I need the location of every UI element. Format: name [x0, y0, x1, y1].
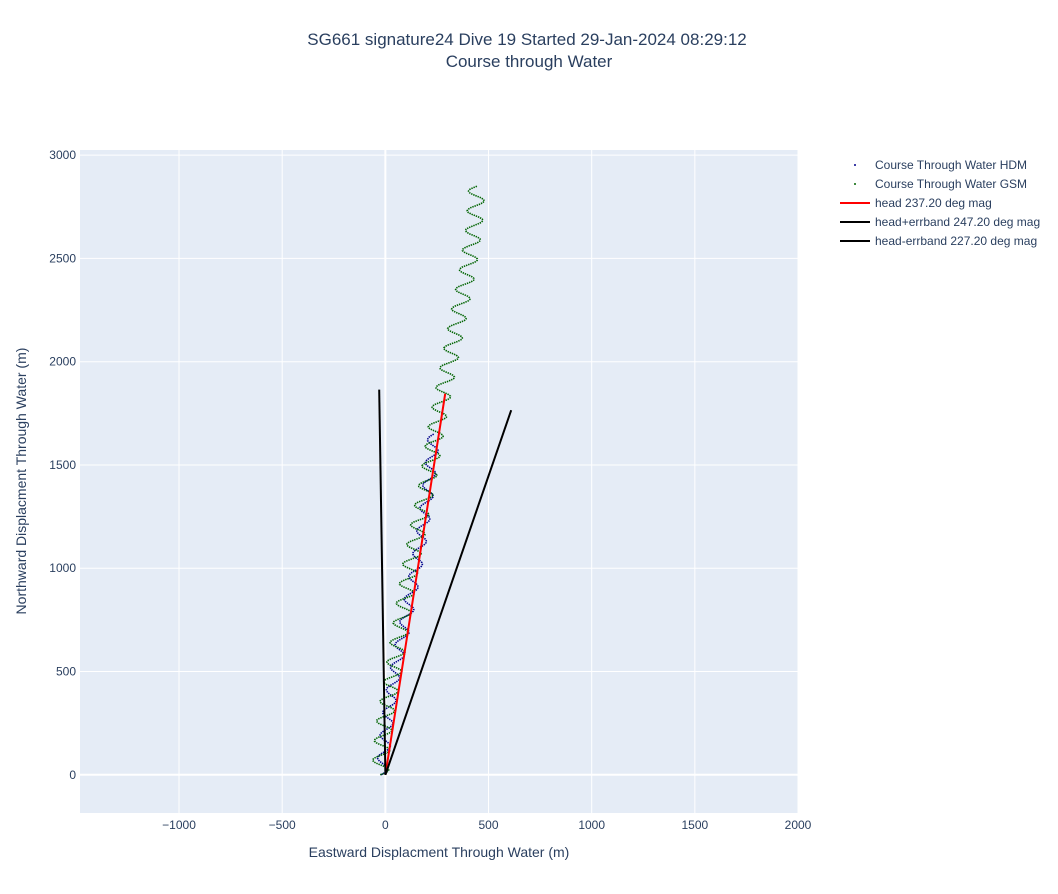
series-line: [378, 389, 387, 775]
legend-label: Course Through Water GSM: [875, 177, 1027, 191]
legend-item[interactable]: head 237.20 deg mag: [840, 196, 992, 210]
x-tick-label: 2000: [785, 818, 812, 832]
grid-layer: [80, 150, 799, 813]
legend-label: head-errband 227.20 deg mag: [875, 234, 1037, 248]
series-3: [384, 409, 513, 776]
series-layer: [371, 185, 513, 776]
x-tick-label: 1500: [681, 818, 708, 832]
x-tick-label: 500: [479, 818, 499, 832]
series-trace: [371, 185, 486, 776]
series-trace: [376, 433, 439, 776]
x-tick-label: −1000: [162, 818, 196, 832]
legend-item[interactable]: head-errband 227.20 deg mag: [840, 234, 1037, 248]
y-tick-label: 3000: [49, 148, 76, 162]
x-axis-title: Eastward Displacment Through Water (m): [309, 844, 570, 860]
legend-label: Course Through Water HDM: [875, 158, 1027, 172]
chart-title-line1: SG661 signature24 Dive 19 Started 29-Jan…: [307, 30, 746, 49]
y-axis-title: Northward Displacment Through Water (m): [13, 348, 29, 615]
x-tick-label: −500: [269, 818, 296, 832]
x-tick-labels: −1000 −500 0 500 1000 1500 2000: [162, 818, 811, 832]
series-line: [384, 409, 513, 776]
legend-item[interactable]: head+errband 247.20 deg mag: [840, 215, 1040, 229]
legend-swatch: [854, 183, 856, 185]
series-2: [384, 393, 447, 775]
series-1: [371, 185, 486, 776]
y-tick-label: 500: [56, 665, 76, 679]
series-0: [376, 433, 439, 776]
plot-area: [80, 150, 798, 813]
y-tick-label: 1000: [49, 561, 76, 575]
y-tick-label: 2000: [49, 355, 76, 369]
series-4: [378, 389, 387, 775]
y-tick-label: 0: [69, 768, 76, 782]
x-tick-label: 0: [382, 818, 389, 832]
series-line: [384, 393, 447, 775]
legend-label: head 237.20 deg mag: [875, 196, 992, 210]
x-tick-label: 1000: [578, 818, 605, 832]
y-tick-label: 1500: [49, 458, 76, 472]
legend-item[interactable]: Course Through Water GSM: [854, 177, 1027, 191]
legend-swatch: [854, 164, 856, 166]
legend-label: head+errband 247.20 deg mag: [875, 215, 1040, 229]
zero-lines: [80, 150, 798, 813]
legend[interactable]: Course Through Water HDM Course Through W…: [840, 158, 1040, 248]
y-tick-label: 2500: [49, 251, 76, 265]
y-tick-labels: 0 500 1000 1500 2000 2500 3000: [49, 148, 76, 782]
legend-item[interactable]: Course Through Water HDM: [854, 158, 1027, 172]
chart-title-line2: Course through Water: [446, 52, 613, 71]
